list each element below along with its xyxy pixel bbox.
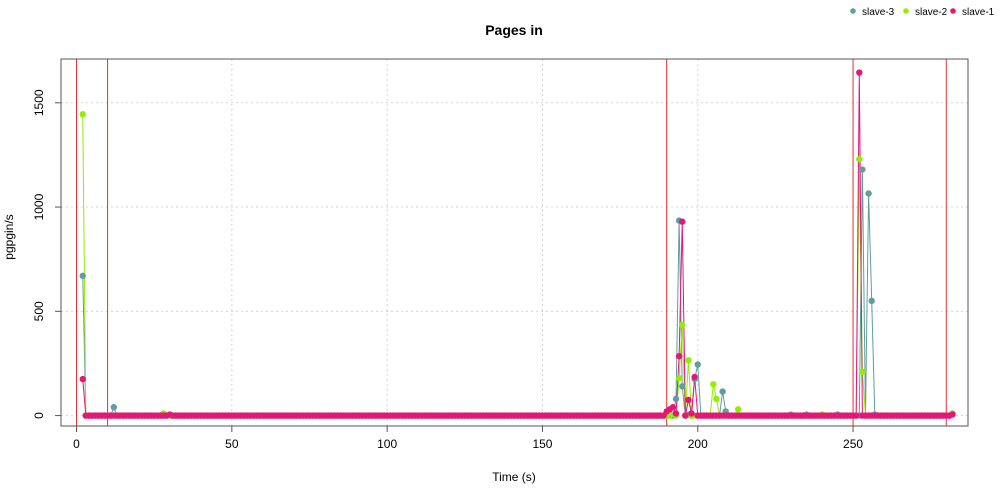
data-point-slave-2 (679, 321, 686, 329)
data-point-slave-1 (852, 412, 860, 419)
data-point-slave-2 (710, 381, 717, 388)
y-axis-label: pgpgin/s (2, 214, 16, 259)
x-tick-label: 100 (377, 437, 397, 451)
data-point-slave-1 (691, 373, 698, 381)
x-tick-label: 50 (225, 437, 239, 451)
data-point-slave-1 (688, 410, 695, 417)
data-point-slave-3 (672, 395, 680, 403)
series-line-slave-1 (82, 72, 953, 417)
data-point-slave-2 (734, 406, 742, 413)
data-point-slave-2 (685, 357, 692, 364)
legend-marker-slave-1 (950, 8, 956, 14)
series-line-slave-2 (82, 114, 953, 417)
data-point-slave-2 (675, 374, 683, 382)
data-point-slave-2 (79, 111, 86, 118)
data-point-slave-1 (682, 412, 689, 419)
data-point-slave-1 (672, 410, 680, 417)
data-point-slave-3 (110, 404, 118, 411)
x-tick-label: 150 (532, 437, 552, 451)
x-tick-label: 250 (843, 437, 863, 451)
legend-label-slave-1: slave-1 (962, 7, 995, 18)
y-tick-label: 0 (32, 412, 46, 419)
plot-area: 0 50 100 150 200 250 0 500 1000 1500 (32, 58, 969, 451)
data-point-slave-3 (859, 166, 866, 173)
legend-label-slave-2: slave-2 (915, 7, 948, 18)
legend-label-slave-3: slave-3 (862, 7, 895, 18)
data-point-slave-3 (694, 361, 701, 368)
data-point-slave-2 (856, 155, 863, 163)
x-tick-label: 200 (688, 437, 708, 451)
data-point-slave-1 (856, 69, 863, 76)
x-axis-label: Time (s) (492, 470, 536, 484)
data-point-slave-2 (859, 368, 866, 375)
data-point-slave-1 (685, 396, 692, 404)
plot-border (60, 58, 969, 427)
data-point-slave-1 (79, 375, 86, 383)
series-line-slave-3 (82, 169, 953, 417)
data-point-slave-1 (949, 411, 956, 418)
y-tick-label: 1000 (32, 193, 46, 220)
chart-title: Pages in (485, 22, 543, 38)
legend: slave-3 slave-2 slave-1 (850, 7, 995, 18)
data-point-slave-2 (713, 395, 720, 403)
data-point-slave-1 (675, 352, 683, 360)
legend-marker-slave-2 (903, 8, 909, 14)
data-point-slave-3 (719, 388, 726, 395)
x-tick-label: 0 (73, 437, 80, 451)
legend-marker-slave-3 (850, 8, 856, 14)
data-point-slave-3 (79, 272, 86, 280)
data-point-slave-3 (868, 297, 875, 305)
data-point-slave-1 (679, 218, 686, 225)
data-point-slave-3 (679, 383, 686, 390)
data-point-slave-1 (669, 404, 677, 411)
y-tick-label: 500 (32, 301, 46, 321)
data-point-slave-3 (865, 190, 872, 197)
y-tick-label: 1500 (32, 89, 46, 116)
